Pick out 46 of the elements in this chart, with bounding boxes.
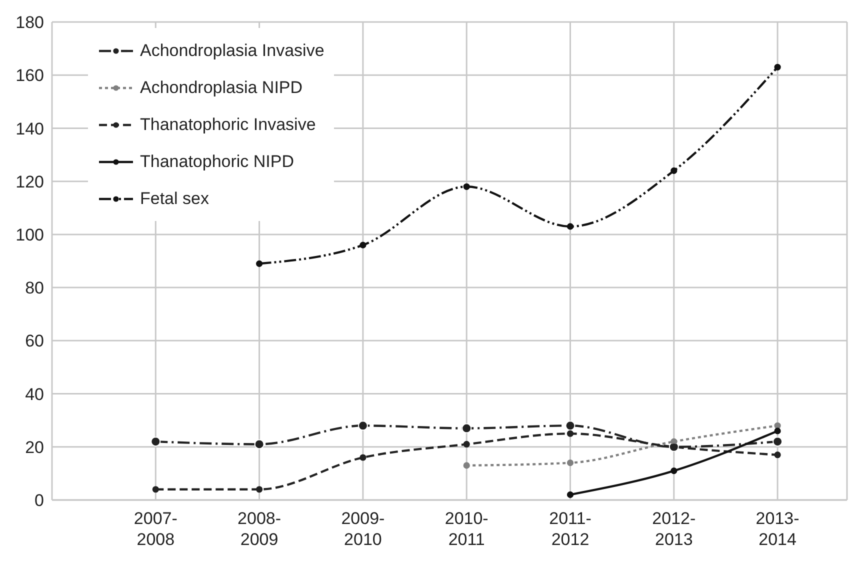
y-tick-label: 100	[16, 225, 44, 244]
point	[774, 452, 781, 458]
point	[358, 420, 368, 431]
legend-label: Achondroplasia Invasive	[140, 40, 324, 60]
point	[360, 242, 366, 248]
point	[670, 467, 678, 474]
point	[360, 454, 366, 461]
point	[150, 436, 161, 447]
y-tick-label: 180	[16, 13, 44, 32]
y-tick-label: 140	[16, 119, 44, 138]
x-tick-label: 2009-2010	[341, 509, 385, 549]
x-tick-label: 2013-2014	[756, 509, 800, 549]
x-tick-label: 2007-2008	[134, 509, 178, 549]
y-tick-label: 40	[25, 384, 44, 404]
point	[565, 420, 576, 431]
point	[462, 423, 472, 434]
legend-label: Fetal sex	[140, 188, 209, 208]
point	[152, 486, 159, 493]
point	[772, 436, 783, 447]
point	[256, 486, 263, 493]
legend-label: Achondroplasia NIPD	[140, 78, 303, 98]
legend-label: Thanatophoric NIPD	[140, 152, 294, 172]
legend-label: Thanatophoric Invasive	[140, 114, 316, 134]
point	[774, 64, 781, 70]
point	[774, 422, 781, 429]
y-tick-label: 60	[25, 332, 44, 351]
point	[463, 183, 470, 190]
point	[254, 439, 264, 450]
x-tick-label: 2012-2013	[652, 509, 696, 549]
point	[566, 460, 574, 466]
point	[463, 462, 470, 469]
y-tick-label: 80	[25, 278, 44, 298]
y-tick-label: 160	[16, 66, 44, 86]
point	[566, 430, 574, 437]
point	[566, 223, 574, 230]
point	[670, 167, 678, 174]
point	[256, 260, 263, 267]
y-tick-label: 120	[16, 172, 44, 192]
point	[566, 491, 574, 498]
y-tick-label: 0	[34, 491, 44, 510]
y-tick-label: 20	[25, 438, 44, 457]
x-tick-label: 2010-2011	[444, 509, 488, 549]
x-tick-label: 2008-2009	[238, 509, 282, 549]
point	[463, 440, 470, 448]
x-tick-label: 2011-2012	[549, 509, 592, 549]
point	[774, 428, 781, 434]
